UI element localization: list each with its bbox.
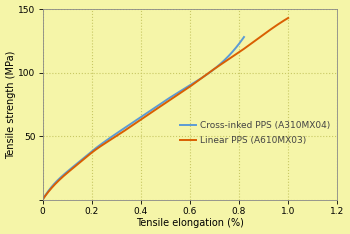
Cross-inked PPS (A310MX04)	[136, 117, 140, 120]
Cross-inked PPS (A310MX04)	[137, 117, 141, 119]
Line: Cross-inked PPS (A310MX04): Cross-inked PPS (A310MX04)	[43, 37, 244, 200]
Linear PPS (A610MX03)	[286, 17, 290, 19]
X-axis label: Tensile elongation (%): Tensile elongation (%)	[136, 219, 244, 228]
Linear PPS (A610MX03)	[187, 86, 191, 89]
Linear PPS (A610MX03)	[242, 48, 246, 50]
Cross-inked PPS (A310MX04)	[237, 42, 241, 45]
Line: Linear PPS (A610MX03): Linear PPS (A610MX03)	[43, 18, 288, 200]
Cross-inked PPS (A310MX04)	[41, 198, 45, 201]
Cross-inked PPS (A310MX04)	[242, 36, 246, 38]
Linear PPS (A610MX03)	[41, 198, 45, 201]
Linear PPS (A610MX03)	[280, 20, 285, 23]
Cross-inked PPS (A310MX04)	[205, 73, 210, 75]
Y-axis label: Tensile strength (MPa): Tensile strength (MPa)	[6, 50, 15, 159]
Cross-inked PPS (A310MX04)	[149, 108, 154, 111]
Cross-inked PPS (A310MX04)	[160, 101, 164, 104]
Linear PPS (A610MX03)	[173, 95, 177, 98]
Linear PPS (A610MX03)	[157, 106, 161, 109]
Legend: Cross-inked PPS (A310MX04), Linear PPS (A610MX03): Cross-inked PPS (A310MX04), Linear PPS (…	[180, 121, 330, 145]
Linear PPS (A610MX03)	[159, 105, 163, 108]
